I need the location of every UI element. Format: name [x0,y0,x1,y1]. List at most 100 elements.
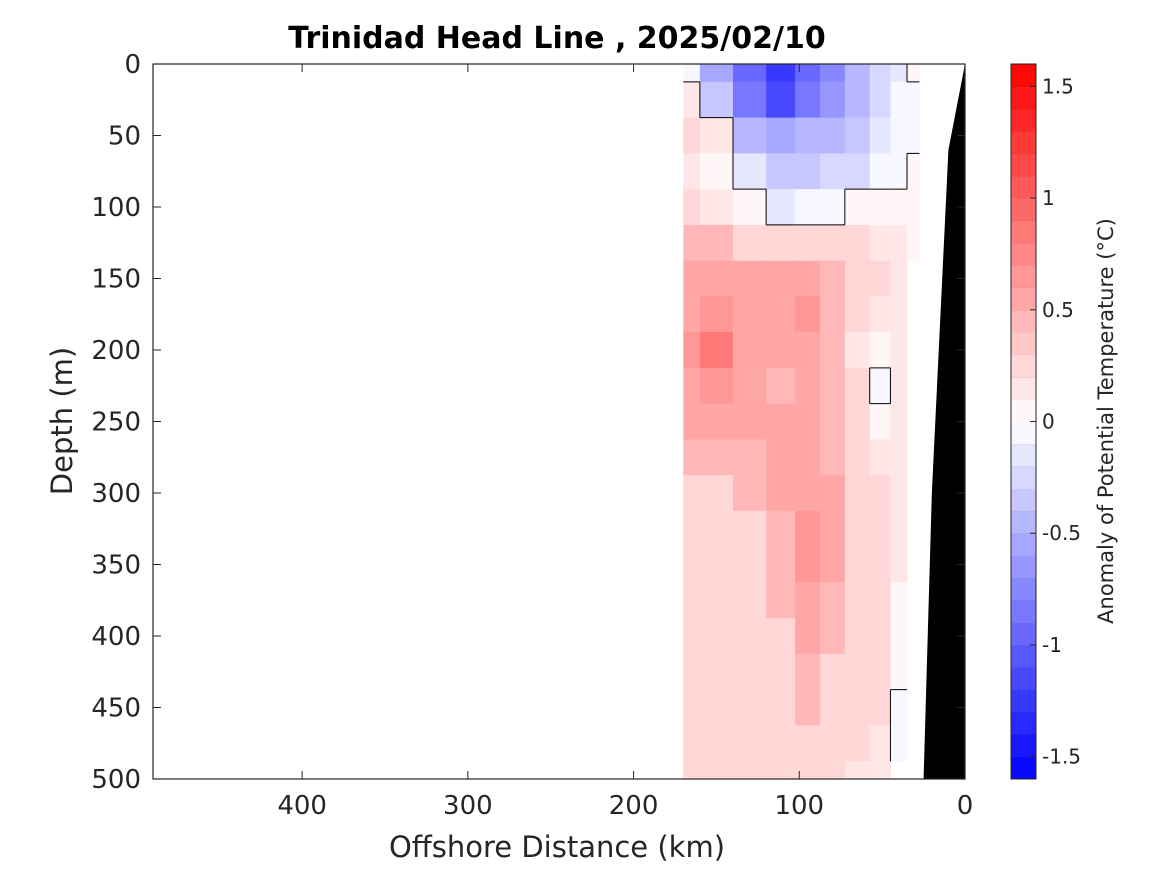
anomaly-cell [699,117,734,154]
colorbar-swatch [1011,64,1036,87]
anomaly-cell [890,475,908,512]
anomaly-cell [844,725,871,762]
anomaly-cell [869,618,892,655]
anomaly-cell [733,582,767,619]
colorbar-swatch [1011,488,1036,512]
anomaly-cell [766,546,796,583]
anomaly-cell [733,296,767,333]
colorbar-swatch [1011,242,1036,266]
anomaly-cell [907,64,921,83]
colorbar-swatch [1011,667,1036,691]
anomaly-cell [766,653,796,691]
colorbar-swatch [1011,443,1036,467]
anomaly-cell [766,689,796,726]
anomaly-cell [683,761,701,780]
anomaly-cell [820,296,846,333]
anomaly-cell [890,618,908,655]
anomaly-cell [699,475,734,512]
anomaly-cell [820,653,846,691]
colorbar-tick-label: 1.5 [1042,74,1074,98]
anomaly-cell [766,224,796,262]
anomaly-cell [869,153,892,190]
anomaly-cell [820,618,846,655]
anomaly-cell [844,296,871,333]
anomaly-cell [844,117,871,154]
anomaly-cell [766,761,796,780]
anomaly-cell [683,403,701,440]
anomaly-cell [869,546,892,583]
anomaly-cell [820,260,846,297]
anomaly-cell [683,81,701,119]
anomaly-cell [907,224,921,262]
anomaly-cell [699,439,734,476]
anomaly-cell [766,403,796,440]
anomaly-cell [699,64,734,83]
colorbar-label: Anomaly of Potential Temperature (°C) [1094,218,1118,624]
anomaly-cell [869,653,892,691]
anomaly-cell [733,725,767,762]
anomaly-cell [795,332,821,369]
colorbar-swatch [1011,689,1036,713]
anomaly-cell [795,510,821,548]
anomaly-cell [766,189,796,226]
colorbar-swatch [1011,711,1036,735]
colorbar-swatch [1011,555,1036,579]
anomaly-cell [820,224,846,262]
anomaly-cell [699,403,734,440]
anomaly-cell [820,117,846,154]
anomaly-cell [795,761,821,780]
colorbar-tick-label: -0.5 [1042,521,1081,545]
plot-area [152,63,966,780]
anomaly-cell [844,224,871,262]
anomaly-cell [795,475,821,512]
anomaly-cell [766,332,796,369]
anomaly-cell [869,81,892,119]
colorbar-swatch [1011,175,1036,199]
y-tick-label: 100 [91,193,141,223]
anomaly-cell [869,475,892,512]
x-axis-label: Offshore Distance (km) [389,830,725,864]
anomaly-cell [869,725,892,762]
anomaly-cell [890,117,908,154]
anomaly-cell [907,81,921,119]
anomaly-cell [683,296,701,333]
anomaly-cell [844,189,871,226]
colorbar-swatch [1011,220,1036,244]
anomaly-cell [683,475,701,512]
x-tick-label: 400 [277,791,327,821]
anomaly-cell [733,332,767,369]
anomaly-cell [766,618,796,655]
anomaly-cell [890,224,908,262]
x-tick-label: 300 [443,791,493,821]
anomaly-cell [890,296,908,333]
anomaly-cell [795,439,821,476]
seafloor-bathymetry [923,64,965,779]
anomaly-cell [907,189,921,226]
colorbar-tick-label: 1 [1042,186,1055,210]
anomaly-cell [869,367,892,405]
chart-title: Trinidad Head Line , 2025/02/10 [288,21,825,56]
anomaly-cell [844,332,871,369]
anomaly-cell [699,296,734,333]
anomaly-cell [795,367,821,405]
anomaly-cell [869,224,892,262]
anomaly-cell [844,367,871,405]
colorbar-swatch [1011,265,1036,288]
x-tick-label: 200 [609,791,659,821]
colorbar-swatch [1011,131,1036,154]
anomaly-cell [869,761,892,780]
anomaly-cell [869,296,892,333]
anomaly-cell [683,582,701,619]
anomaly-cell [766,64,796,83]
anomaly-cell [820,332,846,369]
anomaly-cell [733,761,767,780]
anomaly-cell [890,582,908,619]
anomaly-cell [733,64,767,83]
colorbar-swatch [1011,354,1036,378]
colorbar-swatch [1011,108,1036,132]
colorbar-ticks: 1.5 1 0.5 0 -0.5 -1 -1.5 [1030,74,1081,769]
anomaly-cell [683,689,701,726]
anomaly-cell [766,725,796,762]
anomaly-cell [795,582,821,619]
y-axis: 0 50 100 150 200 250 300 350 400 450 500 [91,50,965,795]
